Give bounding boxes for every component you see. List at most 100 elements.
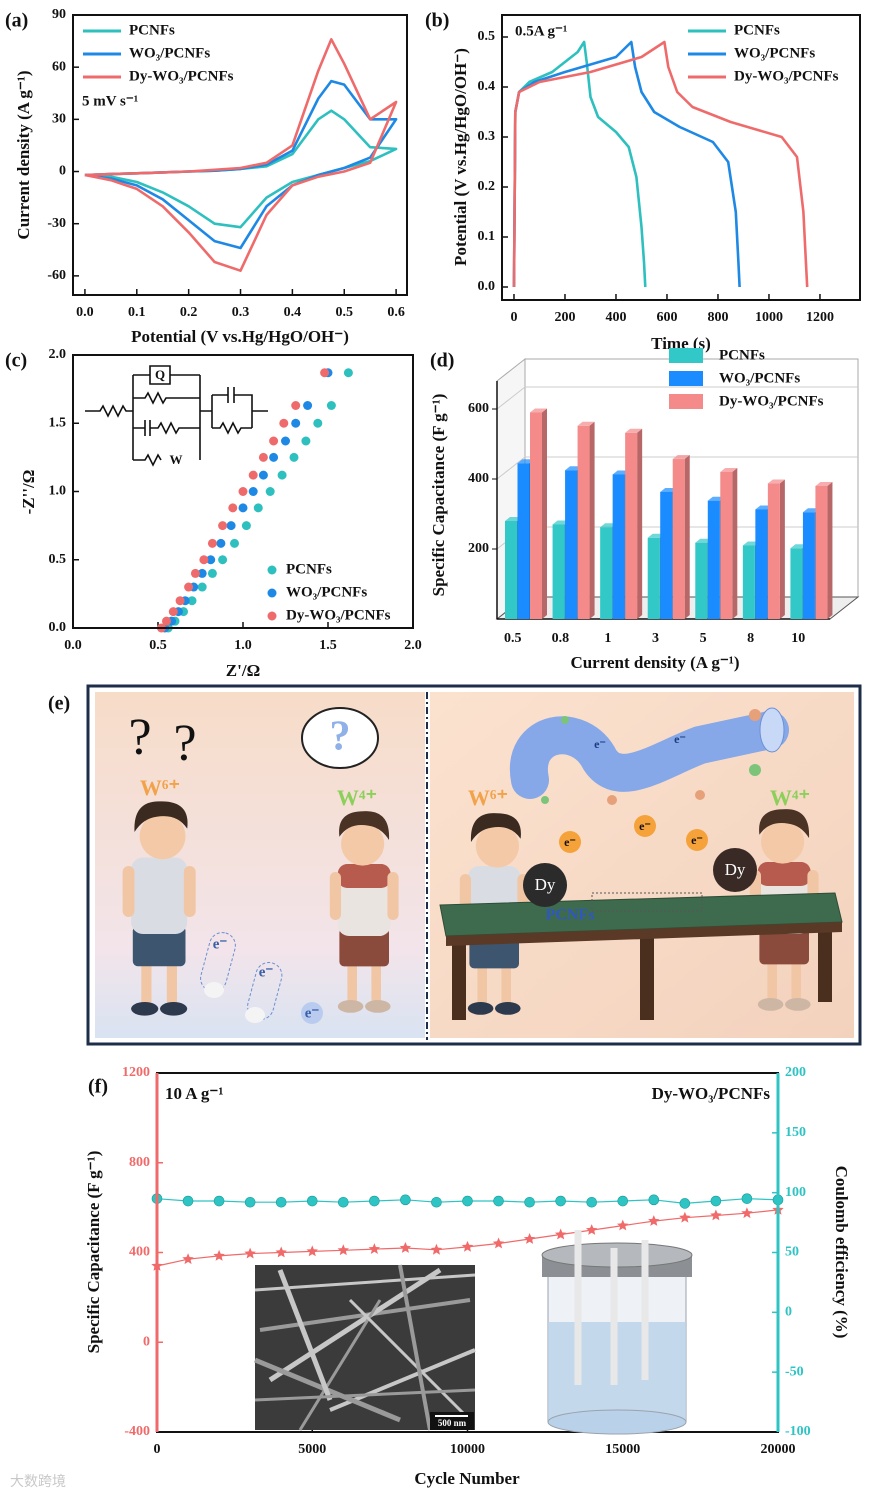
point xyxy=(248,487,258,496)
y-tick-label: 0.3 xyxy=(478,129,496,144)
ion-label: W⁴⁺ xyxy=(337,785,377,810)
legend-label: PCNFs xyxy=(286,561,332,577)
sem-image xyxy=(255,1265,475,1430)
bar-side-shade xyxy=(542,408,547,619)
marker xyxy=(275,1196,287,1208)
legend-swatch xyxy=(267,611,277,621)
electron-label: e⁻ xyxy=(259,964,274,980)
marker xyxy=(213,1195,225,1207)
bar xyxy=(517,463,530,619)
electron-fireballs: e⁻ e⁻ e⁻ e⁻ e⁻ xyxy=(559,732,708,853)
x-tick-label: 0 xyxy=(510,310,517,325)
plot-frame xyxy=(501,14,861,301)
y-axis-label: Potential (V vs.Hg/HgO/OH⁻) xyxy=(451,48,470,266)
bar-top xyxy=(577,421,595,426)
grid-line xyxy=(496,386,858,410)
point xyxy=(279,418,289,428)
x-tick-label: 10 xyxy=(791,631,805,646)
y-tick-label: 0.0 xyxy=(478,279,496,294)
electron-capsules: e⁻ e⁻ e⁻ xyxy=(200,932,323,1024)
point xyxy=(206,555,216,565)
marker xyxy=(337,1244,349,1256)
table-leg xyxy=(640,925,654,1020)
y2-tick-label: 200 xyxy=(785,1065,806,1080)
x-tick-label: 200 xyxy=(554,310,575,325)
plot-frame xyxy=(72,14,408,296)
x-tick-label: 0.5 xyxy=(504,631,522,646)
bar-top xyxy=(815,482,833,486)
point xyxy=(218,555,228,565)
y-tick-label: 1200 xyxy=(122,1065,150,1080)
marker xyxy=(523,1233,536,1244)
substrate-label: PCNFs xyxy=(546,907,595,924)
sem-inset: 500 nm xyxy=(254,1264,476,1431)
bar-side-shade xyxy=(684,455,690,619)
table-edge xyxy=(446,922,842,946)
bar xyxy=(625,432,638,619)
legend-label: Dy-WO₃/PCNFs xyxy=(129,68,234,84)
marker xyxy=(462,1195,473,1207)
series-line xyxy=(512,40,741,288)
point xyxy=(281,436,290,446)
y-tick-label: 30 xyxy=(52,112,66,127)
paddle-label: Dy xyxy=(535,875,556,894)
marker xyxy=(275,1246,287,1258)
plot-area xyxy=(156,368,353,633)
x-tick-label: 0.0 xyxy=(76,305,94,320)
legend-swatch xyxy=(669,394,703,409)
x-axis-label: Z'/Ω xyxy=(226,661,260,680)
point xyxy=(197,582,207,592)
marker xyxy=(648,1215,660,1226)
marker xyxy=(306,1195,318,1207)
marker xyxy=(430,1243,443,1255)
bar-side xyxy=(732,468,738,619)
marker xyxy=(399,1242,412,1253)
y-axis-label: Specific Capacitance (F g⁻¹) xyxy=(429,394,448,597)
bar-side xyxy=(589,421,595,619)
point xyxy=(253,503,263,513)
x-tick-label: 0.1 xyxy=(128,305,146,320)
y-tick-label: 2.0 xyxy=(49,347,67,362)
point xyxy=(289,452,299,462)
marker xyxy=(244,1247,256,1259)
x-tick-label: 15000 xyxy=(605,1442,640,1457)
marker xyxy=(586,1224,598,1235)
y-tick-label: 90 xyxy=(52,7,66,22)
marker xyxy=(461,1240,474,1252)
bar xyxy=(577,425,590,619)
nanofiber xyxy=(398,1264,432,1431)
y2-tick-label: -100 xyxy=(785,1424,811,1439)
y-tick-label: 1.5 xyxy=(49,415,67,430)
electron-label: e⁻ xyxy=(213,936,228,952)
legend-label: Dy-WO₃/PCNFs xyxy=(734,68,839,84)
marker xyxy=(400,1194,411,1206)
point xyxy=(291,401,301,411)
bar xyxy=(755,509,768,619)
electron-label: e⁻ xyxy=(564,835,576,849)
marker xyxy=(244,1196,256,1208)
x-tick-label: 0.0 xyxy=(64,638,82,653)
y-tick-label: -60 xyxy=(47,268,66,283)
legend-swatch xyxy=(267,565,277,575)
y-tick-label: -30 xyxy=(47,216,66,231)
nanofiber xyxy=(268,1267,442,1383)
y2-tick-label: -50 xyxy=(785,1364,804,1379)
bar-side-shade xyxy=(732,468,738,619)
bar-side xyxy=(779,479,785,619)
marker xyxy=(741,1193,753,1204)
marker xyxy=(617,1195,629,1207)
bar xyxy=(707,500,720,619)
electron-label: e⁻ xyxy=(639,819,651,833)
panel-label: (e) xyxy=(48,693,70,715)
x-axis-label: Current density (A g⁻¹) xyxy=(570,653,739,672)
point xyxy=(258,470,268,480)
marker xyxy=(710,1209,722,1221)
point xyxy=(343,368,353,378)
series-line xyxy=(512,40,809,288)
x-tick-label: 20000 xyxy=(761,1442,796,1457)
bar-top xyxy=(720,468,738,472)
bar xyxy=(660,491,673,619)
legend-swatch xyxy=(669,348,703,363)
legend-label: PCNFs xyxy=(734,22,780,38)
